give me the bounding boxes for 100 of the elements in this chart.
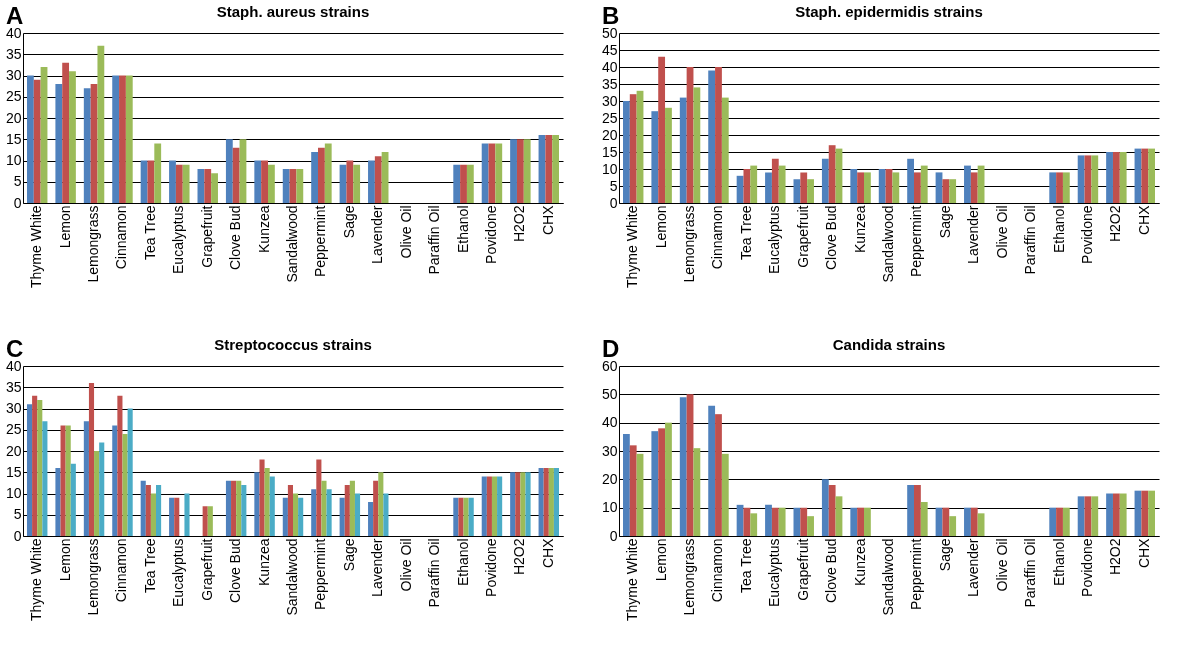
x-tick-label: Cinnamon <box>709 205 726 270</box>
bar <box>765 172 772 203</box>
bar <box>33 79 41 203</box>
bar <box>1062 507 1070 536</box>
x-tick-label: Lemongrass <box>85 205 102 283</box>
y-tick-label: 10 <box>601 499 618 516</box>
bar <box>878 169 886 203</box>
bar <box>156 485 162 536</box>
bar <box>857 172 864 203</box>
x-tick-label: Ethanol <box>454 538 471 586</box>
x-tick-label: Sage <box>936 205 953 239</box>
bar <box>892 172 900 203</box>
bar <box>321 480 327 536</box>
x-tick-label: Eucalyptus <box>170 538 187 607</box>
bar <box>1077 496 1085 536</box>
bar <box>693 448 701 536</box>
y-tick-label: 0 <box>13 527 22 544</box>
bar <box>651 431 659 536</box>
bar <box>510 472 516 536</box>
bar <box>765 504 772 536</box>
bar <box>665 107 672 203</box>
y-tick-label: 35 <box>5 45 22 62</box>
bar <box>127 408 133 536</box>
bar <box>26 404 33 536</box>
bar <box>453 164 461 203</box>
x-tick-label: Grapefruit <box>794 538 811 601</box>
x-tick-label: Cinnamon <box>113 205 130 270</box>
bar <box>282 497 288 536</box>
x-tick-label: Cinnamon <box>709 538 726 603</box>
bar <box>1112 493 1120 536</box>
bar <box>37 400 43 536</box>
bar <box>715 67 722 203</box>
bar <box>55 84 63 203</box>
bar <box>211 173 218 203</box>
x-tick-label: Peppermint <box>908 538 925 611</box>
bar <box>778 165 786 203</box>
x-tick-label: H2O2 <box>1107 205 1124 243</box>
y-tick-label: 20 <box>601 126 618 143</box>
bar <box>548 468 554 536</box>
y-tick-label: 15 <box>5 130 22 147</box>
x-tick-label: Tea Tree <box>737 538 754 593</box>
bar <box>88 383 95 536</box>
bar <box>1091 155 1099 203</box>
x-tick-label: Lemon <box>652 205 669 249</box>
bar <box>99 442 105 536</box>
y-tick-label: 15 <box>601 143 618 160</box>
bar <box>236 480 242 536</box>
bar <box>693 87 701 203</box>
bar <box>942 179 950 203</box>
y-tick-label: 0 <box>609 194 618 211</box>
bar <box>182 164 190 203</box>
bar <box>552 135 560 203</box>
x-tick-label: Eucalyptus <box>170 205 187 274</box>
y-tick-label: 30 <box>601 442 618 459</box>
x-tick-label: Thyme White <box>28 205 45 288</box>
bar <box>1106 152 1113 203</box>
bar <box>629 94 637 203</box>
bar <box>232 147 240 203</box>
bar <box>202 506 208 536</box>
bar <box>94 451 100 536</box>
chart-title: Candida strains <box>832 336 946 353</box>
bar <box>821 479 829 536</box>
bar <box>349 480 355 536</box>
chart-title: Streptococcus strains <box>214 336 372 353</box>
y-tick-label: 0 <box>13 194 22 211</box>
bar <box>1141 490 1149 536</box>
y-tick-label: 10 <box>5 152 22 168</box>
x-tick-label: Lavender <box>369 538 386 597</box>
bar <box>721 453 729 536</box>
bar <box>807 516 814 536</box>
x-tick-label: Ethanol <box>1050 205 1067 253</box>
x-tick-label: Lemon <box>56 538 73 582</box>
bar <box>269 476 275 536</box>
bar <box>368 160 375 203</box>
x-tick-label: Grapefruit <box>198 538 215 601</box>
x-tick-label: Paraffin Oil <box>426 205 443 275</box>
bar <box>715 414 722 536</box>
x-tick-label: CHX <box>539 204 556 236</box>
bar <box>914 485 921 536</box>
x-tick-label: Olive Oil <box>993 538 1010 592</box>
bar <box>658 56 666 203</box>
bar <box>907 158 915 203</box>
x-tick-label: Tea Tree <box>141 538 158 593</box>
x-tick-label: CHX <box>539 537 556 569</box>
bar <box>1056 172 1063 203</box>
bar <box>850 169 858 203</box>
bar <box>771 507 779 536</box>
bar <box>850 507 858 536</box>
bar <box>60 425 66 536</box>
bar <box>658 428 666 536</box>
bar <box>750 165 758 203</box>
bar <box>169 497 175 536</box>
bar <box>523 139 531 203</box>
bar <box>298 497 304 536</box>
bar <box>145 485 151 536</box>
bar <box>1077 155 1085 203</box>
bar <box>453 497 459 536</box>
y-tick-label: 40 <box>601 414 618 431</box>
bar <box>857 507 864 536</box>
bar <box>553 468 560 536</box>
